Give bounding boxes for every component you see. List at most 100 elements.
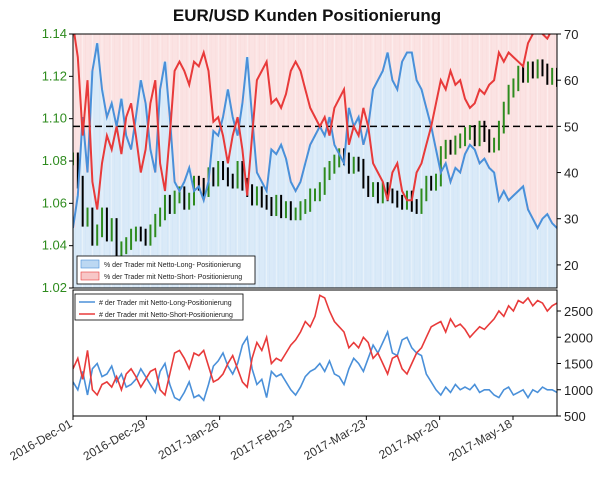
long-fill-bar — [210, 130, 217, 288]
long-fill-bar — [549, 223, 555, 288]
bottom-panel-frame — [72, 289, 558, 417]
count-tick-label: 2000 — [564, 330, 593, 345]
series-long-count-line — [73, 329, 557, 402]
percent-tick-label: 70 — [564, 27, 578, 42]
short-fill-bar — [317, 34, 323, 127]
date-tick-label: 2017-Jan-26 — [156, 416, 222, 462]
price-tick-label: 1.10 — [42, 111, 67, 126]
long-fill-bar — [162, 61, 168, 288]
long-fill-bar — [433, 149, 439, 288]
long-fill-bar — [220, 117, 226, 288]
long-fill-bar — [365, 126, 371, 288]
legend-label-short-count: # der Trader mit Netto-Short-Positionier… — [99, 312, 233, 319]
percent-tick-label: 30 — [564, 212, 578, 227]
short-fill-bar — [423, 34, 430, 108]
short-fill-bar — [249, 34, 255, 118]
long-fill-bar — [230, 117, 236, 288]
short-fill-bar — [143, 34, 149, 104]
short-fill-bar — [530, 34, 536, 219]
short-fill-bar — [462, 34, 468, 155]
top-legend-box — [76, 255, 256, 285]
long-fill-bar — [191, 191, 197, 288]
series-short-count-line — [73, 294, 557, 397]
long-fill-bar — [452, 167, 459, 288]
short-fill-bar — [269, 34, 275, 150]
count-tick-label: 2500 — [564, 304, 593, 319]
long-fill-bar — [94, 43, 100, 288]
long-fill-bar — [298, 181, 304, 288]
short-fill-bar — [278, 34, 284, 145]
long-fill-bar — [317, 126, 323, 288]
long-fill-bar — [443, 163, 449, 288]
legend-label-short-pct: % der Trader mit Netto-Short- Positionie… — [104, 274, 242, 281]
long-fill-bar — [259, 181, 265, 288]
short-fill-bar — [104, 34, 110, 118]
long-fill-bar — [462, 154, 468, 288]
short-fill-bar — [230, 34, 236, 118]
long-fill-bar — [385, 52, 391, 288]
short-fill-bar — [73, 34, 76, 228]
long-fill-bar — [356, 117, 362, 288]
short-fill-bar — [75, 34, 81, 196]
short-fill-bar — [365, 34, 371, 127]
short-fill-bar — [481, 34, 488, 159]
percent-tick-label: 50 — [564, 119, 578, 134]
short-fill-bar — [346, 34, 352, 108]
short-fill-bar — [327, 34, 333, 118]
short-fill-bar — [433, 34, 439, 150]
short-fill-bar — [375, 34, 381, 81]
long-fill-bar — [336, 154, 342, 288]
short-fill-bar — [452, 34, 459, 168]
price-tick-label: 1.02 — [42, 280, 67, 295]
short-fill-bar — [385, 34, 391, 53]
long-fill-bar — [143, 103, 149, 288]
count-tick-label: 500 — [564, 409, 586, 424]
short-fill-bar — [239, 34, 246, 104]
long-fill-bar — [472, 149, 478, 288]
long-fill-bar — [288, 181, 294, 288]
legend-label-long-count: # der Trader mit Netto-Long-Positionieru… — [99, 300, 232, 307]
long-fill-bar — [307, 144, 313, 288]
short-fill-bar — [201, 34, 207, 201]
short-fill-bar — [298, 34, 304, 182]
date-tick-label: 2017-May-18 — [446, 416, 515, 464]
legend-label-long-pct: % der Trader mit Netto-Long- Positionier… — [104, 262, 241, 269]
short-fill-bar — [394, 34, 400, 90]
long-fill-bar — [520, 186, 526, 288]
long-fill-bar — [491, 172, 497, 288]
price-tick-label: 1.04 — [42, 238, 67, 253]
percent-tick-label: 40 — [564, 166, 578, 181]
short-fill-bar — [181, 34, 188, 182]
short-fill-bar — [404, 34, 410, 53]
series-long-pct-line — [73, 43, 557, 231]
long-fill-bar — [530, 218, 536, 288]
long-fill-bar — [85, 172, 91, 288]
bottom-panel-plot — [73, 294, 557, 402]
short-fill-bar — [356, 34, 362, 118]
long-fill-bar — [327, 117, 333, 288]
short-fill-bar — [554, 34, 557, 228]
long-fill-bar — [394, 89, 400, 288]
date-tick-label: 2016-Dec-29 — [81, 416, 148, 463]
long-fill-bar — [346, 107, 352, 288]
long-fill-bar — [123, 135, 129, 288]
long-fill-bar — [414, 80, 420, 288]
short-fill-bar — [152, 34, 158, 173]
short-fill-bar — [511, 34, 517, 196]
top-panel-plot — [73, 34, 557, 288]
long-fill-bar — [239, 103, 246, 288]
short-fill-bar — [288, 34, 294, 182]
long-fill-bar — [181, 181, 188, 288]
percent-tick-label: 60 — [564, 73, 578, 88]
long-fill-bar — [75, 195, 81, 288]
short-fill-bar — [540, 34, 546, 219]
short-fill-bar — [472, 34, 478, 150]
percent-tick-label: 20 — [564, 258, 578, 273]
short-fill-bar — [443, 34, 449, 164]
short-fill-bar — [172, 34, 178, 182]
long-fill-bar — [481, 158, 488, 288]
legend-swatch-long-fill — [80, 259, 100, 269]
bottom-legend: # der Trader mit Netto-Long-Positionieru… — [74, 293, 244, 321]
